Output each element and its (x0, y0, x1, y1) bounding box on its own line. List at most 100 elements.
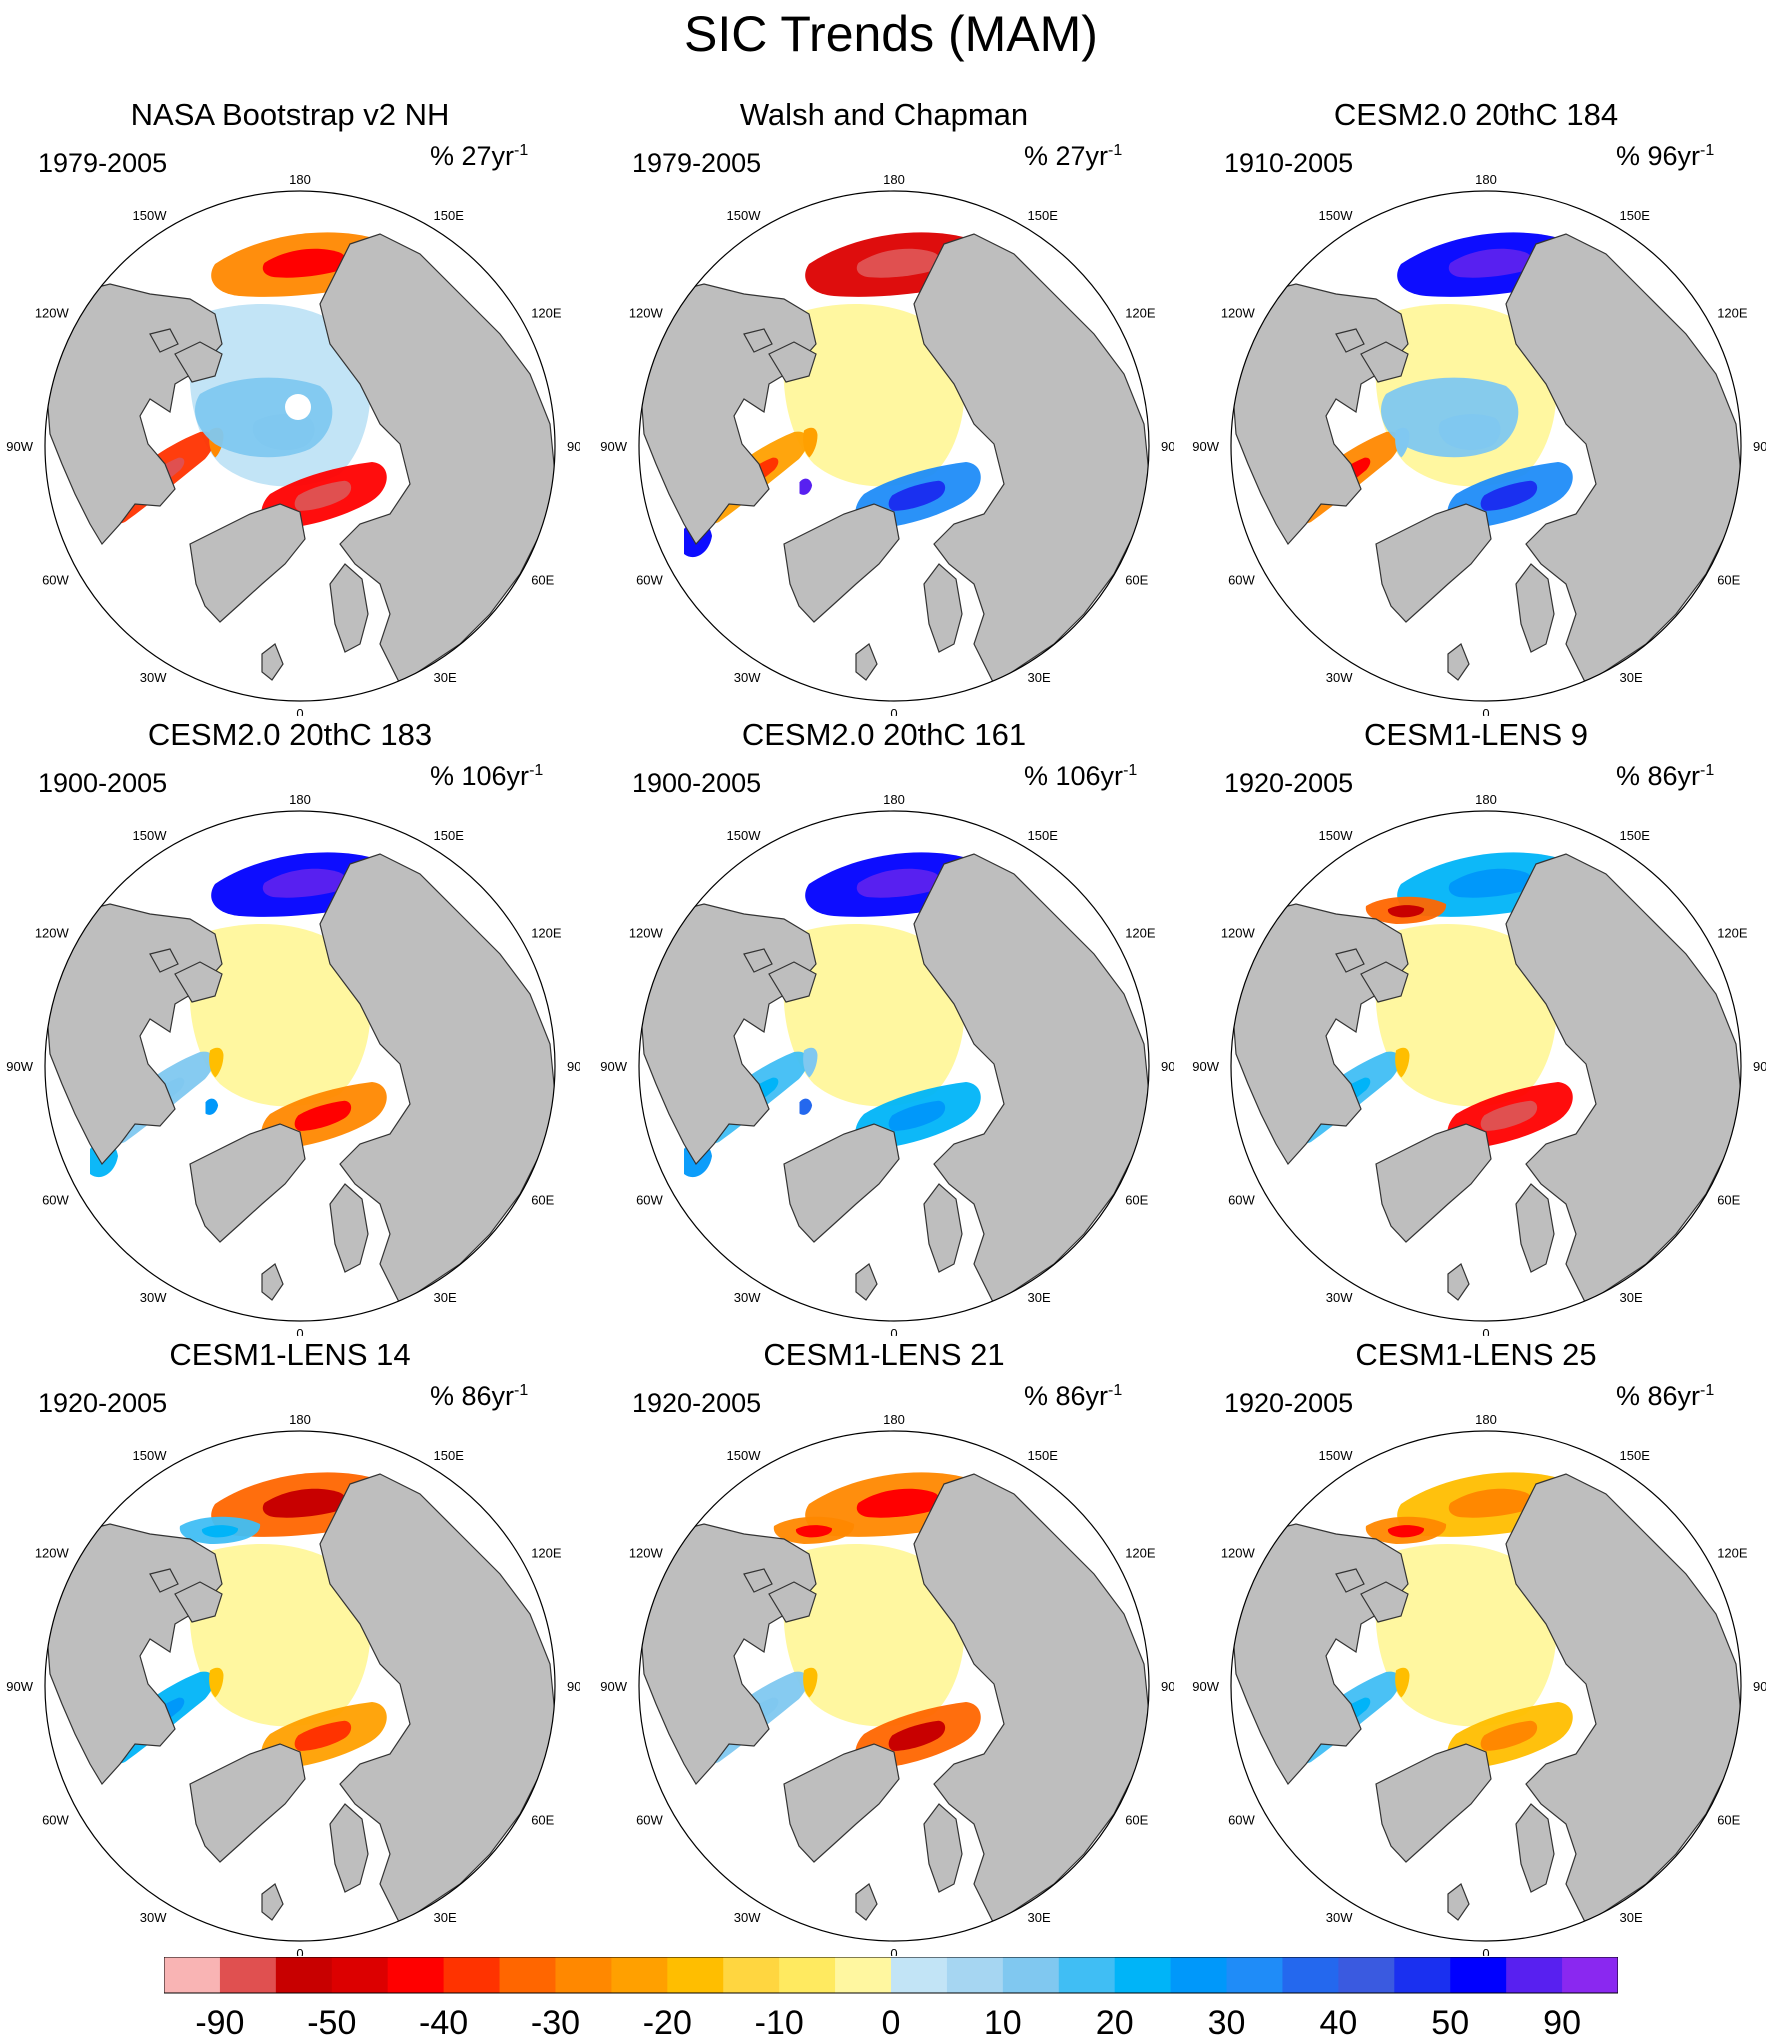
colorbar: -90 -50 -40 -30 -20 -10 0 10 20 30 40 50 90 (164, 1957, 1618, 2037)
colorbar-swatch (1002, 1957, 1060, 1993)
map-panel: CESM1-LENS 21 1920-2005 % 86yr-1 180 150E 120… (594, 1336, 1174, 1956)
land (261, 1263, 284, 1301)
land (855, 643, 878, 681)
land (329, 1183, 369, 1273)
longitude-label: 60W (1228, 1193, 1255, 1208)
longitude-label: 30E (434, 670, 457, 685)
longitude-label: 90E (567, 439, 580, 454)
longitude-label: 90E (1753, 1059, 1766, 1074)
land (913, 853, 1149, 1305)
colorbar-swatch (387, 1957, 445, 1993)
panel-period: 1910-2005 (1224, 148, 1354, 178)
land (1375, 1743, 1492, 1863)
panel-units: % 106yr-1 (430, 760, 543, 792)
units-text: % 96yr (1616, 141, 1701, 171)
land (189, 1743, 306, 1863)
longitude-label: 0 (1482, 1326, 1489, 1336)
longitude-label: 150W (727, 1448, 762, 1463)
map-boundary (44, 1430, 556, 1942)
units-exponent: -1 (1700, 762, 1715, 779)
central-arctic-ice (783, 1544, 965, 1727)
colorbar-swatch (1450, 1957, 1507, 1993)
central-arctic-ice (1375, 924, 1557, 1107)
longitude-label: 120E (1125, 1546, 1156, 1561)
panel-title: CESM1-LENS 21 (763, 1337, 1005, 1372)
colorbar-label: 30 (1208, 2004, 1246, 2037)
longitude-label: 30W (140, 1290, 167, 1305)
polar-map: 180 150E 120E 90E 60E 30E 0 30W 60W 90W 120W 150W (1192, 792, 1766, 1336)
colorbar-swatch (555, 1957, 612, 1993)
longitude-label: 60W (42, 573, 69, 588)
longitude-label: 150W (133, 1448, 168, 1463)
longitude-label: 120W (1221, 1546, 1256, 1561)
trend-region-okhotsk (179, 1516, 261, 1544)
land (743, 948, 817, 1003)
colorbar-swatch (1338, 1957, 1395, 1993)
longitude-label: 30W (734, 1910, 761, 1925)
land (45, 283, 223, 546)
units-exponent: -1 (1700, 142, 1715, 159)
longitude-label: 90E (1753, 439, 1766, 454)
colorbar-swatch (835, 1957, 892, 1993)
map-boundary (1230, 190, 1742, 702)
longitude-label: 0 (890, 1326, 897, 1336)
colorbar-swatch (1226, 1957, 1283, 1993)
units-text: % 106yr (1024, 761, 1124, 791)
colorbar-swatch (779, 1957, 836, 1993)
land (913, 233, 1149, 685)
panel-units: % 86yr-1 (1616, 760, 1714, 792)
longitude-label: 180 (1475, 792, 1497, 807)
units-exponent: -1 (1700, 1382, 1715, 1399)
longitude-label: 30E (1028, 1290, 1051, 1305)
longitude-label: 30W (1326, 1910, 1353, 1925)
longitude-label: 120W (35, 306, 70, 321)
polar-map: 180 150E 120E 90E 60E 30E 0 30W 60W 90W 120W 150W (6, 1412, 580, 1956)
longitude-label: 150W (133, 208, 168, 223)
colorbar-label: -40 (419, 2004, 468, 2037)
land (319, 853, 555, 1305)
land (923, 1183, 963, 1273)
longitude-label: 60E (1717, 1193, 1740, 1208)
panel-title: CESM1-LENS 14 (169, 1337, 411, 1372)
colorbar-label: 50 (1431, 2004, 1469, 2037)
colorbar-swatch (1394, 1957, 1451, 1993)
panel-title: CESM1-LENS 9 (1364, 717, 1588, 752)
colorbar-label: -90 (195, 2004, 244, 2037)
land (149, 1568, 223, 1623)
land (1447, 1263, 1470, 1301)
panel-units: % 96yr-1 (1616, 140, 1714, 172)
panel-period: 1979-2005 (38, 148, 168, 178)
land (189, 1123, 306, 1243)
map-panel: CESM1-LENS 14 1920-2005 % 86yr-1 180 150E 120… (0, 1336, 580, 1956)
longitude-label: 150E (434, 1448, 465, 1463)
land (1447, 643, 1470, 681)
longitude-label: 60E (1717, 1813, 1740, 1828)
longitude-label: 30E (1620, 1290, 1643, 1305)
panel-period: 1920-2005 (1224, 768, 1354, 798)
longitude-label: 60E (1125, 1813, 1148, 1828)
land (1335, 328, 1409, 383)
land (1231, 1523, 1409, 1786)
land (1515, 1183, 1555, 1273)
longitude-label: 30E (1028, 1910, 1051, 1925)
land (639, 283, 817, 546)
map-boundary (1230, 810, 1742, 1322)
longitude-label: 90W (600, 1679, 627, 1694)
colorbar-swatch (946, 1957, 1004, 1993)
panel-units: % 86yr-1 (430, 1380, 528, 1412)
land (923, 1803, 963, 1893)
map-panel: CESM2.0 20thC 184 1910-2005 % 96yr-1 180 150… (1186, 96, 1766, 716)
land (1505, 1473, 1741, 1925)
central-arctic-ice (189, 924, 371, 1107)
longitude-label: 150E (1620, 208, 1651, 223)
colorbar-swatch (1562, 1957, 1618, 1993)
units-exponent: -1 (1108, 1382, 1123, 1399)
longitude-label: 120E (1717, 306, 1748, 321)
map-panel: CESM1-LENS 25 1920-2005 % 86yr-1 180 150E 120… (1186, 1336, 1766, 1956)
longitude-label: 120W (629, 306, 664, 321)
longitude-label: 60W (1228, 1813, 1255, 1828)
colorbar-swatch (1170, 1957, 1228, 1993)
longitude-label: 180 (883, 792, 905, 807)
units-exponent: -1 (1123, 762, 1138, 779)
map-panel: Walsh and Chapman 1979-2005 % 27yr-1 180 150… (594, 96, 1174, 716)
